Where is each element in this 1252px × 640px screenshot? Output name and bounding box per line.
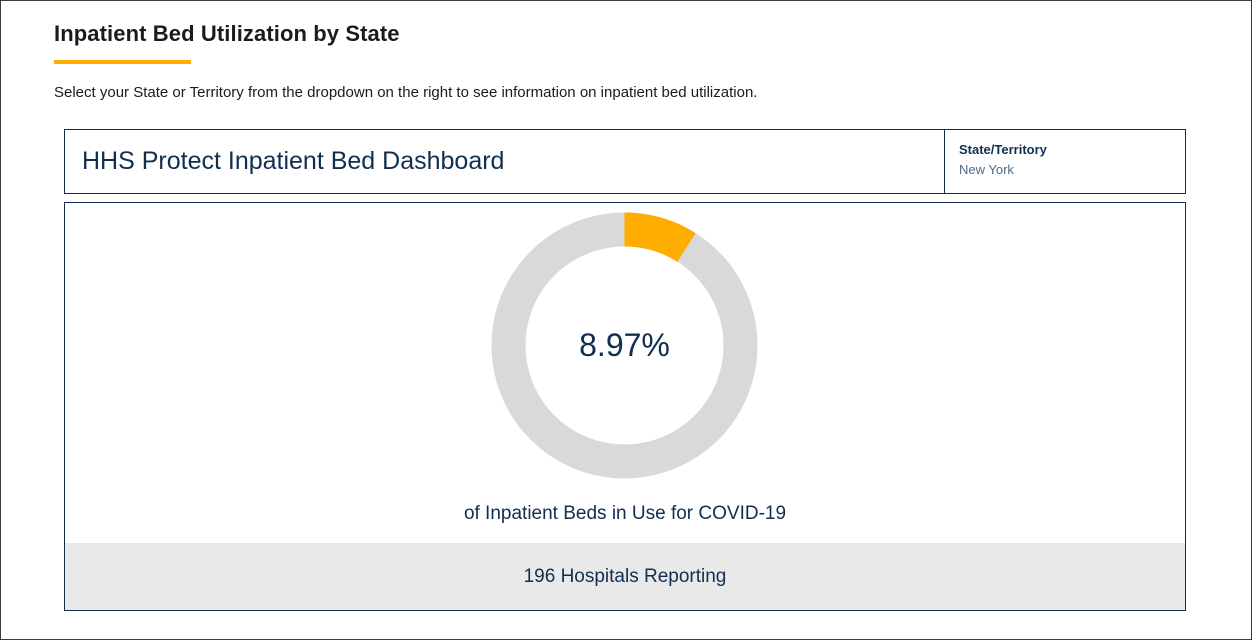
page-title: Inpatient Bed Utilization by State bbox=[54, 21, 400, 46]
utilization-panel: 8.97% of Inpatient Beds in Use for COVID… bbox=[64, 202, 1186, 611]
percent-value: 8.97% bbox=[579, 327, 670, 363]
state-territory-label: State/Territory bbox=[959, 142, 1047, 157]
donut-fill-segment bbox=[491, 212, 758, 479]
state-territory-dropdown[interactable]: State/Territory New York bbox=[944, 130, 1185, 193]
hospitals-reporting-bar: 196 Hospitals Reporting bbox=[65, 543, 1185, 610]
dashboard-header: HHS Protect Inpatient Bed Dashboard Stat… bbox=[64, 129, 1186, 194]
state-territory-value[interactable]: New York bbox=[959, 162, 1014, 177]
dashboard-title: HHS Protect Inpatient Bed Dashboard bbox=[82, 147, 505, 175]
donut-svg bbox=[491, 212, 758, 479]
donut-caption: of Inpatient Beds in Use for COVID-19 bbox=[463, 503, 787, 524]
hospitals-reporting-text: 196 Hospitals Reporting bbox=[523, 565, 727, 587]
donut-chart: 8.97% bbox=[491, 212, 758, 479]
title-underline bbox=[54, 60, 191, 64]
intro-text: Select your State or Territory from the … bbox=[54, 84, 758, 101]
